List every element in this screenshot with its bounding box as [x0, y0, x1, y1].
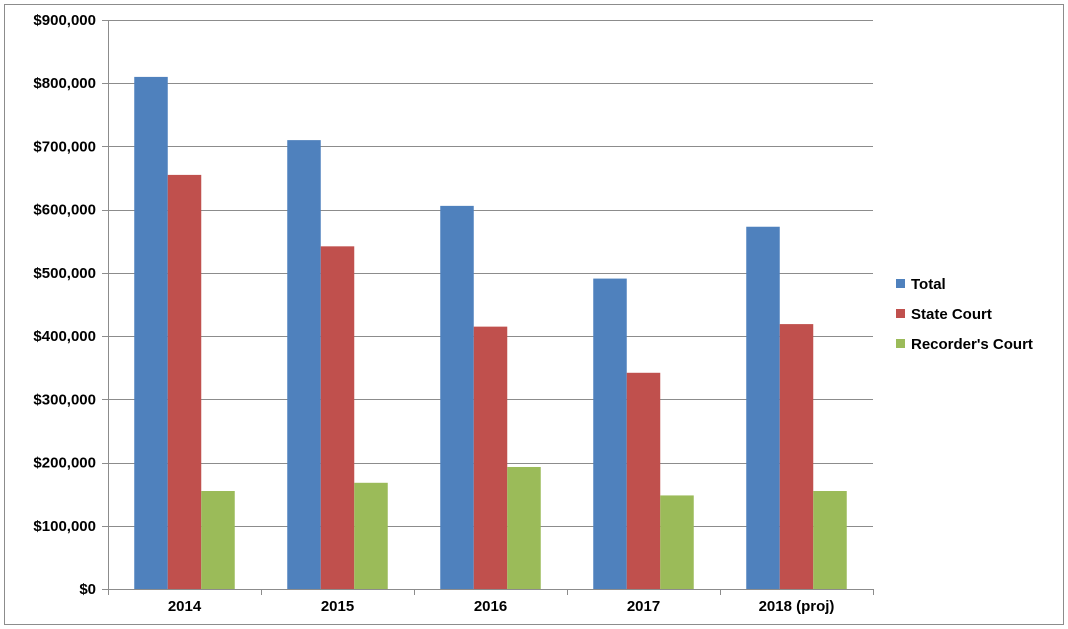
x-tick-label: 2018 (proj) — [759, 598, 835, 615]
legend-item: Total — [896, 276, 946, 293]
y-tick-label: $700,000 — [33, 138, 96, 155]
legend-label: Total — [911, 276, 946, 293]
x-tick-label: 2017 — [627, 598, 660, 615]
y-tick-label: $200,000 — [33, 455, 96, 472]
legend-label: Recorder's Court — [911, 336, 1033, 353]
bar — [440, 205, 474, 589]
bar — [167, 174, 202, 589]
y-tick-label: $400,000 — [33, 328, 96, 345]
y-tick-labels: $0 $100,000 $200,000 $300,000 $400,000 $500,0… — [33, 12, 96, 598]
bar — [201, 491, 235, 589]
bar — [626, 372, 661, 589]
x-tick-label: 2014 — [168, 598, 202, 615]
bar — [320, 246, 355, 589]
bar — [134, 76, 168, 589]
x-tick-label: 2015 — [321, 598, 354, 615]
legend: Total State Court Recorder's Court — [896, 276, 1033, 353]
bar — [354, 482, 388, 589]
y-tick-label: $600,000 — [33, 202, 96, 219]
legend-swatch — [896, 339, 905, 348]
x-tick-labels: 2014 2015 2016 2017 2018 (proj) — [168, 598, 835, 615]
legend-swatch — [896, 309, 905, 318]
y-tick-label: $500,000 — [33, 265, 96, 282]
series-state-court — [167, 174, 814, 589]
bar — [746, 226, 780, 589]
y-tick-label: $0 — [79, 581, 96, 598]
gridlines — [108, 20, 873, 527]
bars — [134, 76, 847, 589]
legend-label: State Court — [911, 306, 992, 323]
series-recorder-s-court — [201, 466, 847, 589]
bar — [813, 491, 847, 589]
bar — [593, 278, 627, 589]
x-tick-label: 2016 — [474, 598, 507, 615]
legend-item: Recorder's Court — [896, 336, 1033, 353]
bar — [287, 140, 321, 589]
legend-swatch — [896, 279, 905, 288]
legend-item: State Court — [896, 306, 992, 323]
bar — [507, 466, 541, 589]
bar — [473, 326, 508, 589]
series-total — [134, 76, 780, 589]
y-tick-label: $300,000 — [33, 391, 96, 408]
bar — [779, 324, 814, 589]
axes — [102, 20, 874, 595]
y-tick-label: $900,000 — [33, 12, 96, 29]
y-tick-label: $800,000 — [33, 75, 96, 92]
bar — [660, 495, 694, 589]
y-tick-label: $100,000 — [33, 518, 96, 535]
